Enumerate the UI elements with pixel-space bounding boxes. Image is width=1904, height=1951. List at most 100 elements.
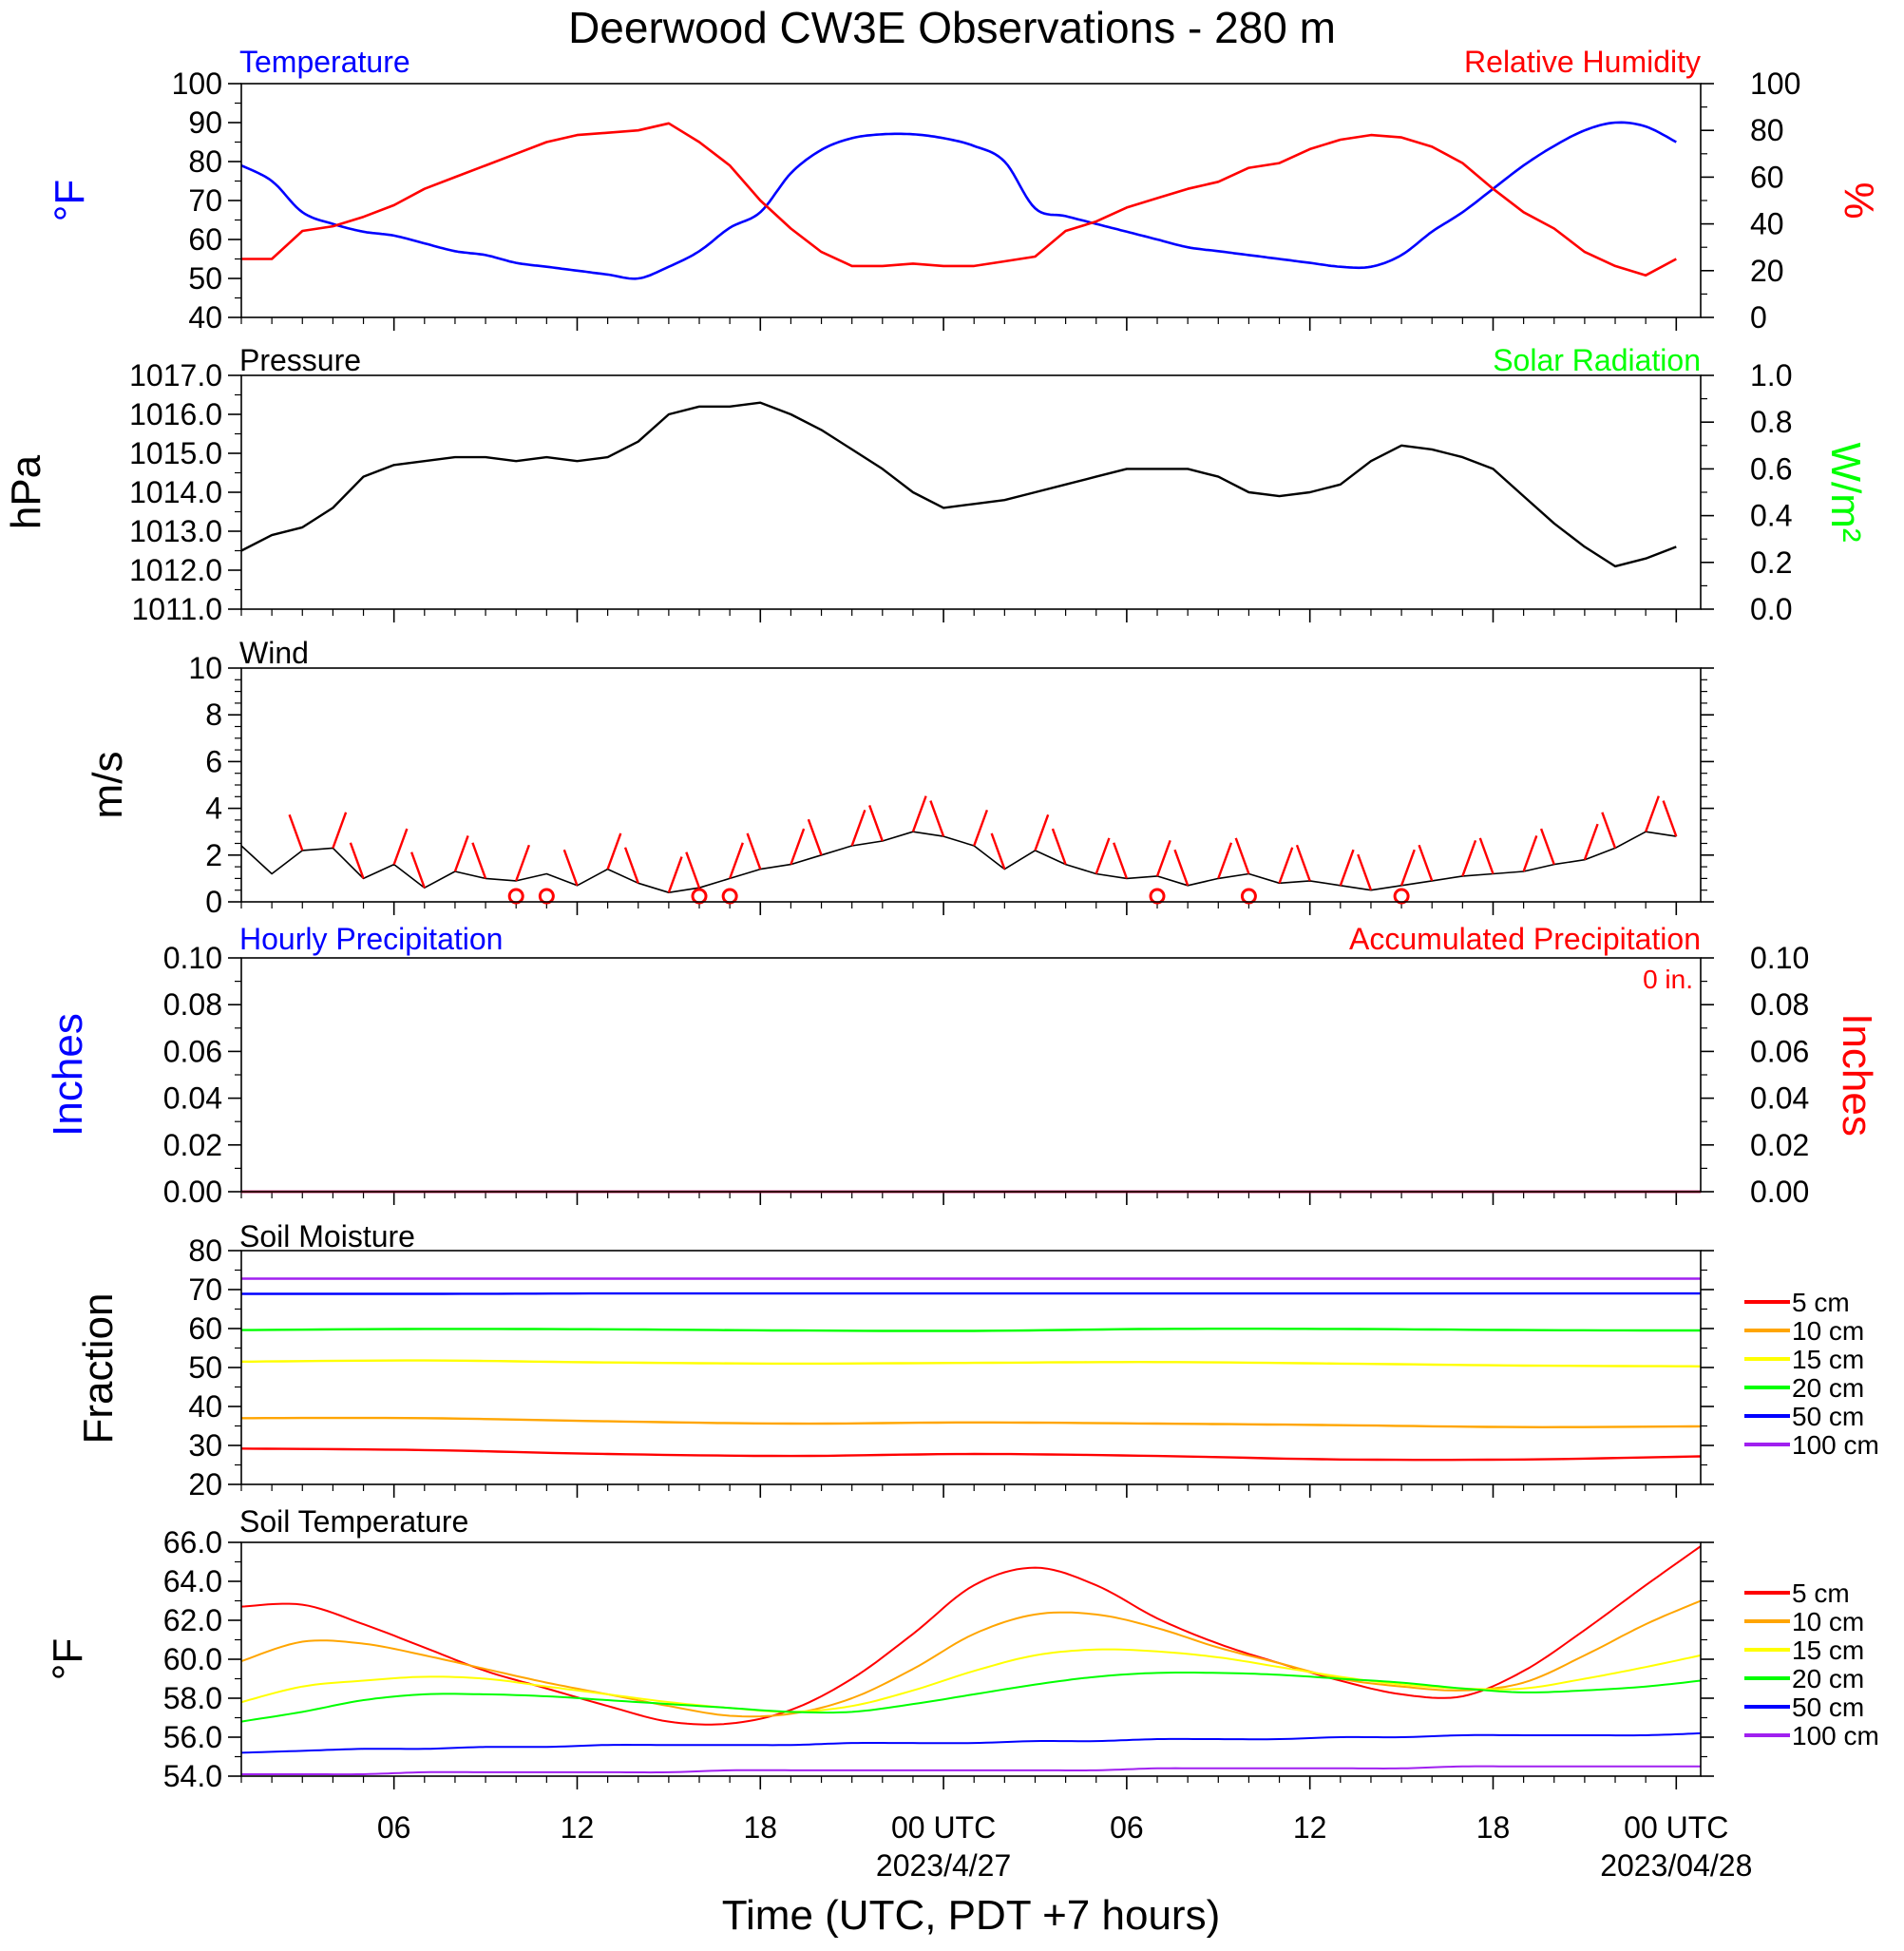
legend-label: 15 cm	[1792, 1345, 1864, 1374]
y-tick-label: 80	[188, 1234, 222, 1268]
panel-soil-moisture: Soil Moisture Fraction 20 30 40 50 60 70 80 5 …	[75, 1219, 1879, 1502]
panel-frame	[240, 1250, 1702, 1485]
y2-tick-label: 1.0	[1750, 358, 1792, 392]
y-tick-label: 60	[188, 1311, 222, 1346]
y-tick-label: 58.0	[163, 1681, 222, 1715]
x-tick-label: 18	[743, 1810, 777, 1845]
y2-tick-label: 0.00	[1750, 1175, 1809, 1209]
hourly-precip-title: Hourly Precipitation	[239, 922, 503, 956]
y-tick-label: 40	[188, 300, 222, 335]
wind-barb	[850, 809, 866, 847]
y2-tick-label: 0.02	[1750, 1128, 1809, 1162]
legend-label: 50 cm	[1792, 1693, 1864, 1722]
y2-tick-label: 20	[1750, 254, 1784, 288]
wind-barb	[1357, 853, 1373, 891]
wind-barb	[288, 813, 304, 851]
legend-label: 5 cm	[1792, 1288, 1850, 1317]
y-tick-label: 50	[188, 261, 222, 296]
legend-label: 10 cm	[1792, 1316, 1864, 1346]
y2-tick-label: 100	[1750, 67, 1800, 101]
wind-barb	[332, 812, 348, 849]
y-tick-label: 62.0	[163, 1603, 222, 1637]
wind-barb	[667, 856, 683, 893]
wind-barb	[349, 842, 365, 879]
y-tick-label: 10	[188, 651, 222, 685]
y-tick-label: 6	[205, 744, 222, 778]
wind-barb	[1234, 837, 1250, 874]
wind-barb	[807, 818, 823, 856]
y2-tick-label: 0.06	[1750, 1034, 1809, 1068]
legend-label: 100 cm	[1792, 1721, 1879, 1750]
solar-title: Solar Radiation	[1493, 343, 1701, 377]
wind-barb	[911, 795, 927, 832]
panel-frame	[240, 83, 1702, 318]
soil-moisture-line	[240, 1447, 1702, 1462]
soil-temperature-line	[240, 1731, 1702, 1754]
wind-barb	[990, 832, 1006, 870]
panel-frame	[240, 374, 1702, 610]
accum-precip-unit: Inches	[1834, 1013, 1880, 1137]
soil-temperature-line	[241, 1765, 1701, 1776]
legend-label: 10 cm	[1792, 1607, 1864, 1636]
y-tick-label: 0.00	[163, 1175, 222, 1209]
y2-tick-label: 0	[1750, 300, 1767, 335]
wind-barb	[1095, 837, 1111, 874]
x-tick-label: 12	[561, 1810, 595, 1845]
hourly-precip-unit: Inches	[45, 1013, 91, 1137]
panel-precipitation: Hourly Precipitation Accumulated Precipi…	[45, 922, 1880, 1209]
wind-barb	[562, 849, 579, 887]
wind-barb	[471, 842, 487, 879]
solar-unit: W/m²	[1822, 442, 1869, 542]
y-tick-label: 8	[205, 698, 222, 732]
y-tick-label: 20	[188, 1467, 222, 1502]
y-tick-label: 54.0	[163, 1759, 222, 1793]
y-tick-label: 1011.0	[132, 592, 223, 626]
wind-barb	[1278, 847, 1294, 884]
calm-wind-marker	[1240, 888, 1257, 905]
wind-barb	[868, 805, 884, 842]
legend-label: 50 cm	[1792, 1402, 1864, 1431]
y-tick-label: 0	[205, 885, 222, 919]
wind-title: Wind	[239, 636, 309, 670]
x-tick-label: 00 UTC	[1624, 1810, 1728, 1845]
x-date-label: 2023/04/28	[1600, 1848, 1752, 1883]
soil-moisture-line	[241, 1359, 1702, 1368]
legend-label: 20 cm	[1792, 1373, 1864, 1403]
y-tick-label: 60.0	[163, 1642, 222, 1676]
y-tick-label: 1013.0	[129, 514, 222, 548]
legend-label: 20 cm	[1792, 1664, 1864, 1693]
wind-speed-line	[240, 831, 1677, 894]
calm-wind-marker	[721, 888, 738, 905]
wind-barb	[790, 828, 806, 866]
x-tick-label: 18	[1476, 1810, 1511, 1845]
wind-barb	[515, 844, 531, 882]
wind-unit: m/s	[85, 752, 131, 819]
wind-barb	[1662, 800, 1678, 837]
y-tick-label: 64.0	[163, 1564, 222, 1598]
accum-precip-title: Accumulated Precipitation	[1349, 922, 1701, 956]
wind-barb	[929, 800, 945, 837]
precip-total-label: 0 in.	[1643, 965, 1693, 994]
soil-temperature-line	[240, 1545, 1702, 1726]
wind-barb	[1539, 828, 1555, 866]
y-tick-label: 60	[188, 222, 222, 257]
y-tick-label: 1015.0	[129, 436, 222, 470]
calm-wind-marker	[691, 888, 708, 905]
legend-label: 5 cm	[1792, 1578, 1850, 1608]
y-tick-label: 1016.0	[129, 397, 222, 431]
y-tick-label: 2	[205, 838, 222, 872]
legend-label: 15 cm	[1792, 1635, 1864, 1665]
panel-frame	[240, 957, 1702, 1193]
wind-barb	[1399, 849, 1416, 887]
wind-barb	[1217, 842, 1233, 879]
wind-barb	[973, 809, 989, 847]
y2-tick-label: 40	[1750, 207, 1784, 241]
panel-temperature-humidity: Temperature Relative Humidity °F % 40 50 6…	[47, 45, 1882, 335]
y-tick-label: 70	[188, 1272, 222, 1307]
pressure-line	[240, 401, 1677, 568]
x-tick-label: 12	[1293, 1810, 1327, 1845]
wind-barb	[1295, 844, 1311, 882]
